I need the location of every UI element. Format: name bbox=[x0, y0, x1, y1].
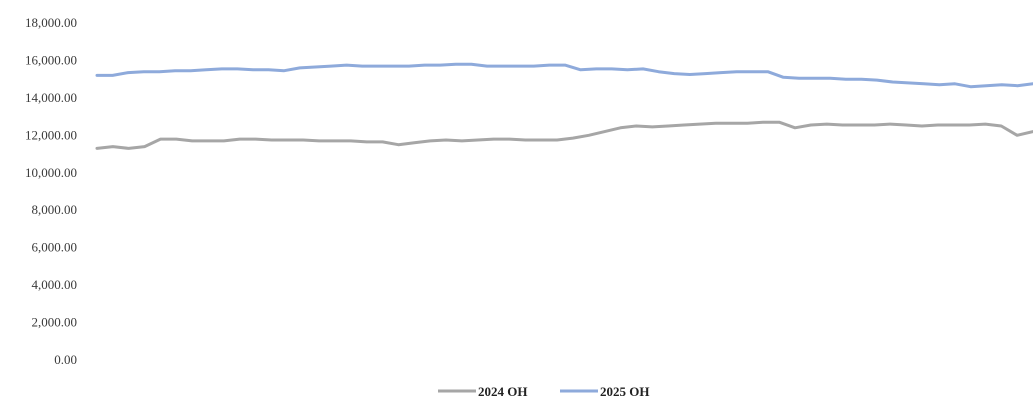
y-axis: 0.00 2,000.00 4,000.00 6,000.00 8,000.00 10,0… bbox=[25, 15, 77, 367]
y-tick-label: 12,000.00 bbox=[25, 127, 77, 142]
y-tick-label: 8,000.00 bbox=[32, 202, 78, 217]
series-layer bbox=[95, 62, 1033, 150]
y-tick-label: 10,000.00 bbox=[25, 165, 77, 180]
y-tick-label: 0.00 bbox=[54, 352, 77, 367]
legend-label-1: 2024 OH bbox=[478, 384, 527, 399]
y-tick-label: 16,000.00 bbox=[25, 52, 77, 67]
series-line-2 bbox=[95, 62, 1033, 89]
y-tick-label: 14,000.00 bbox=[25, 90, 77, 105]
series-line-1 bbox=[95, 120, 1033, 150]
y-tick-label: 6,000.00 bbox=[32, 240, 78, 255]
y-tick-label: 2,000.00 bbox=[32, 315, 78, 330]
legend: 2024 OH 2025 OH bbox=[438, 384, 649, 399]
y-tick-label: 18,000.00 bbox=[25, 15, 77, 30]
legend-label-2: 2025 OH bbox=[600, 384, 649, 399]
y-tick-label: 4,000.00 bbox=[32, 277, 78, 292]
